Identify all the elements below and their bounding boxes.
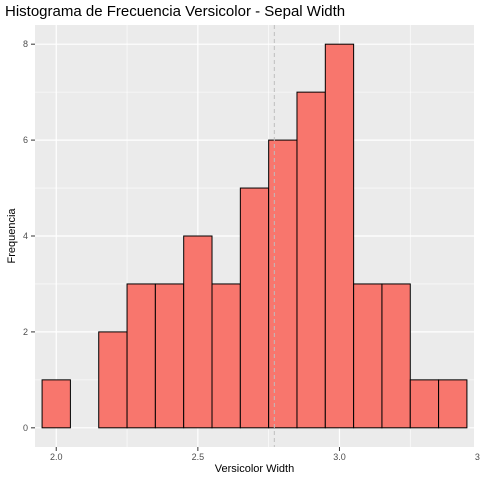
histogram-bar: [353, 283, 383, 429]
histogram-bar: [268, 139, 298, 429]
histogram-bar: [239, 187, 270, 429]
histogram-bar: [409, 379, 440, 429]
x-tick-label: 3.5: [475, 452, 480, 462]
x-tick-label: 2.0: [50, 452, 63, 462]
chart-title: Histograma de Frecuencia Versicolor - Se…: [5, 3, 346, 20]
histogram-bar: [41, 379, 71, 429]
y-axis-title: Frequencia: [6, 208, 18, 264]
histogram-bar: [183, 235, 213, 429]
x-axis-title: Versicolor Width: [215, 463, 294, 475]
histogram-bar: [296, 91, 326, 429]
x-axis: 2.0 2.5 3.0 3.5: [50, 447, 480, 462]
histogram-bar: [211, 283, 241, 429]
histogram-bar: [381, 283, 411, 429]
x-tick-label: 3.0: [333, 452, 346, 462]
y-tick-label: 2: [23, 327, 28, 337]
histogram-bars: [41, 43, 468, 429]
y-tick-label: 4: [23, 231, 28, 241]
histogram-bar: [154, 283, 185, 429]
histogram-bar: [438, 379, 468, 429]
x-tick-label: 2.5: [192, 452, 205, 462]
y-axis: 0 2 4 6 8: [23, 39, 35, 433]
y-tick-label: 6: [23, 135, 28, 145]
y-tick-label: 8: [23, 39, 28, 49]
histogram-bar: [98, 331, 128, 429]
histogram-bar: [324, 43, 355, 429]
histogram-bar: [126, 283, 156, 429]
y-tick-label: 0: [23, 423, 28, 433]
